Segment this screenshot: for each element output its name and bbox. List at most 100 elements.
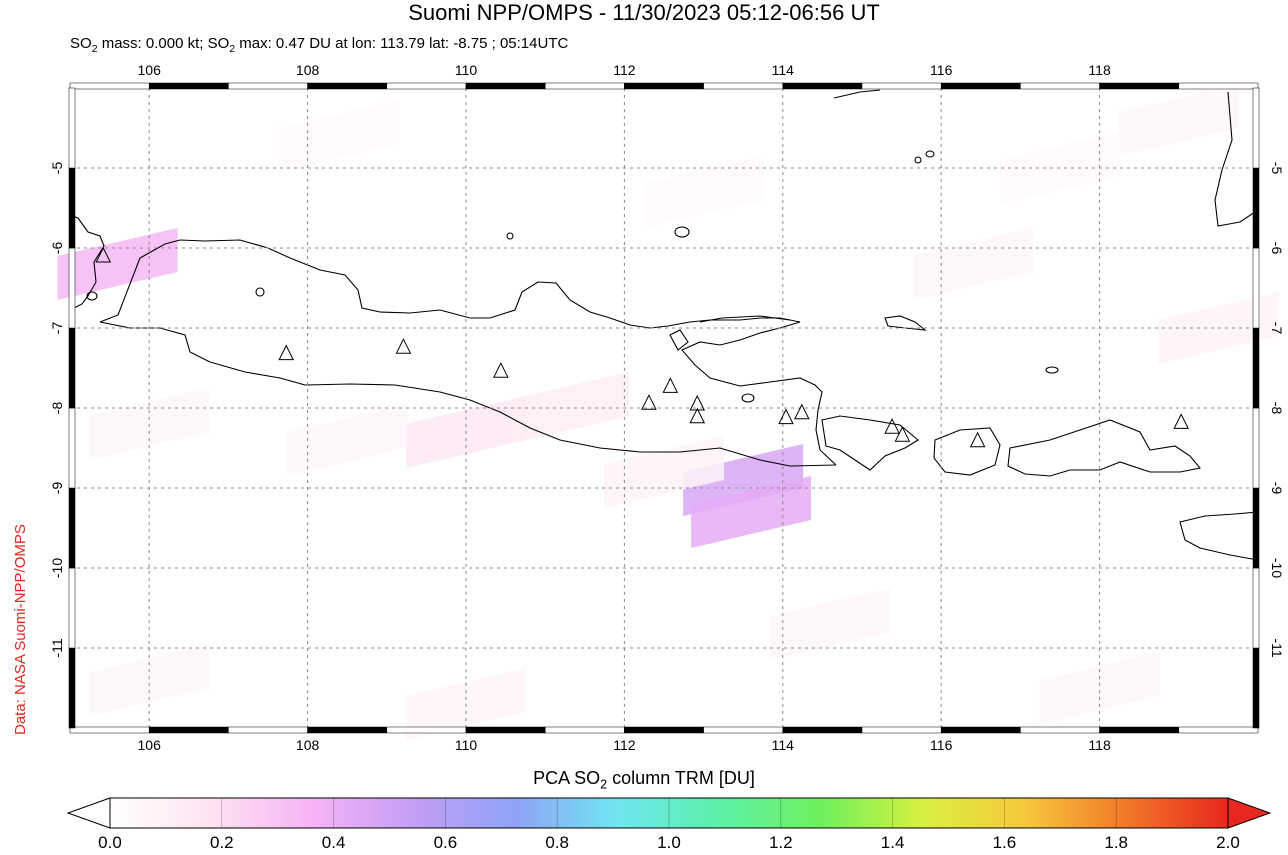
lat-label-left: -7	[49, 322, 65, 335]
coastline-kalimantan	[833, 89, 881, 99]
volcano-marker	[395, 338, 412, 354]
coastline-sumba	[1179, 511, 1259, 561]
lon-label-bottom: 106	[138, 737, 162, 753]
volcano-marker	[884, 418, 900, 434]
lon-label-bottom: 110	[455, 737, 478, 753]
island-bali-strait	[669, 329, 689, 351]
frame-segment	[148, 82, 229, 90]
island-small-6	[741, 393, 755, 403]
so2-pixel	[691, 476, 812, 548]
lat-label-left: -5	[49, 162, 65, 175]
colorbar-title-subscript: 2	[600, 777, 608, 792]
frame-segment	[624, 726, 704, 734]
map-frame	[68, 82, 1260, 734]
frame-segment	[68, 487, 76, 569]
lon-label-bottom: 118	[1088, 737, 1111, 753]
so2-pixel-layer	[57, 84, 1279, 740]
so2-pixel	[287, 404, 408, 476]
grid-lines	[70, 88, 1258, 728]
coastline-lombok	[933, 427, 1001, 476]
colorbar-tick-label: 0.6	[433, 833, 458, 852]
map-plot: 106 106 108 108 110 110 112 112 114 114 116 116 118 1…	[49, 62, 1285, 753]
frame-segment	[1178, 82, 1259, 90]
colorbar-title: PCA SO2 column TRM [DU]	[0, 768, 1288, 792]
frame-segment	[68, 647, 76, 729]
volcano-marker	[95, 246, 112, 263]
colorbar-tick-marks	[221, 798, 1117, 828]
volcano-marker	[793, 403, 810, 420]
lat-label-left: -9	[49, 482, 65, 495]
volcano-marker	[689, 407, 706, 424]
frame-segment	[703, 726, 784, 734]
mass-text: mass: 0.000 kt; SO	[97, 35, 230, 52]
frame-segment	[68, 327, 76, 409]
frame-segment	[1252, 87, 1260, 169]
frame-segment	[940, 82, 1021, 90]
axis-labels: 106 106 108 108 110 110 112 112 114 114 116 116 118 1…	[49, 62, 1285, 753]
coastline-java-north	[99, 239, 837, 466]
coastline-bali	[821, 415, 919, 471]
colorbar-max-arrow	[1227, 797, 1272, 829]
frame-segment	[861, 82, 942, 90]
island-small-7	[1045, 366, 1059, 374]
coastline-sulawesi	[1214, 91, 1259, 227]
coastline-java-south	[99, 321, 837, 467]
volcano-marker	[894, 426, 911, 442]
frame-segment	[465, 726, 546, 734]
frame-segment	[69, 726, 150, 734]
lat-label-left: -11	[49, 638, 65, 657]
coastline-madura	[699, 315, 791, 323]
volcano-marker	[493, 362, 509, 378]
coastline-sumatra	[69, 214, 105, 311]
frame-segment	[69, 82, 150, 90]
colorbar-tick-label: 1.8	[1104, 833, 1129, 852]
frame-segment	[68, 407, 76, 489]
volcano-marker	[1173, 413, 1189, 429]
frame-segment	[148, 726, 229, 734]
so2-pixel	[770, 588, 891, 660]
colorbar-tick-label: 2.0	[1216, 833, 1240, 852]
lat-label-right: -9	[1269, 482, 1285, 495]
volcano-marker	[278, 344, 295, 361]
lat-label-right: -11	[1269, 638, 1285, 657]
frame-segment	[703, 82, 784, 90]
volcano-marker	[778, 408, 794, 425]
frame-segment	[465, 82, 546, 90]
colorbar-tick-label: 1.2	[768, 833, 793, 852]
lat-label-right: -7	[1269, 322, 1285, 335]
colorbar-tick-label: 0.8	[545, 833, 570, 852]
colorbar	[66, 797, 1272, 829]
volcano-marker	[641, 394, 657, 410]
coastline-sumbawa	[1007, 419, 1202, 477]
lat-label-right: -10	[1269, 558, 1285, 578]
frame-segment	[1252, 327, 1260, 409]
lat-label-left: -8	[49, 402, 65, 415]
lon-label-top: 116	[930, 62, 953, 78]
mass-prefix: SO	[70, 35, 92, 52]
frame-segment	[1252, 567, 1260, 649]
lat-label-right: -8	[1269, 402, 1285, 415]
frame-segment	[1252, 167, 1260, 249]
frame-segment	[940, 726, 1021, 734]
volcano-markers	[95, 246, 1189, 448]
lat-label-right: -5	[1269, 162, 1285, 175]
colorbar-gradient	[109, 797, 1229, 829]
island-small-5	[914, 156, 922, 164]
lon-label-bottom: 116	[930, 737, 953, 753]
coastlines	[69, 89, 1259, 561]
volcano-marker	[969, 431, 986, 448]
lon-label-top: 106	[138, 62, 162, 78]
frame-segment	[68, 167, 76, 249]
colorbar-tick-label: 0.4	[321, 833, 346, 852]
frame-segment	[1099, 726, 1180, 734]
frame-segment	[1252, 487, 1260, 569]
so2-pixel	[279, 100, 400, 172]
frame-segment	[1252, 407, 1260, 489]
colorbar-title-prefix: PCA SO	[533, 768, 601, 788]
max-text: max: 0.47 DU at lon: 113.79 lat: -8.75 ;…	[235, 35, 569, 52]
frame-segment	[1178, 726, 1259, 734]
so2-pixel	[89, 644, 210, 716]
frame-segment	[68, 87, 76, 169]
so2-pixel	[1118, 84, 1239, 156]
frame-segment	[544, 726, 625, 734]
